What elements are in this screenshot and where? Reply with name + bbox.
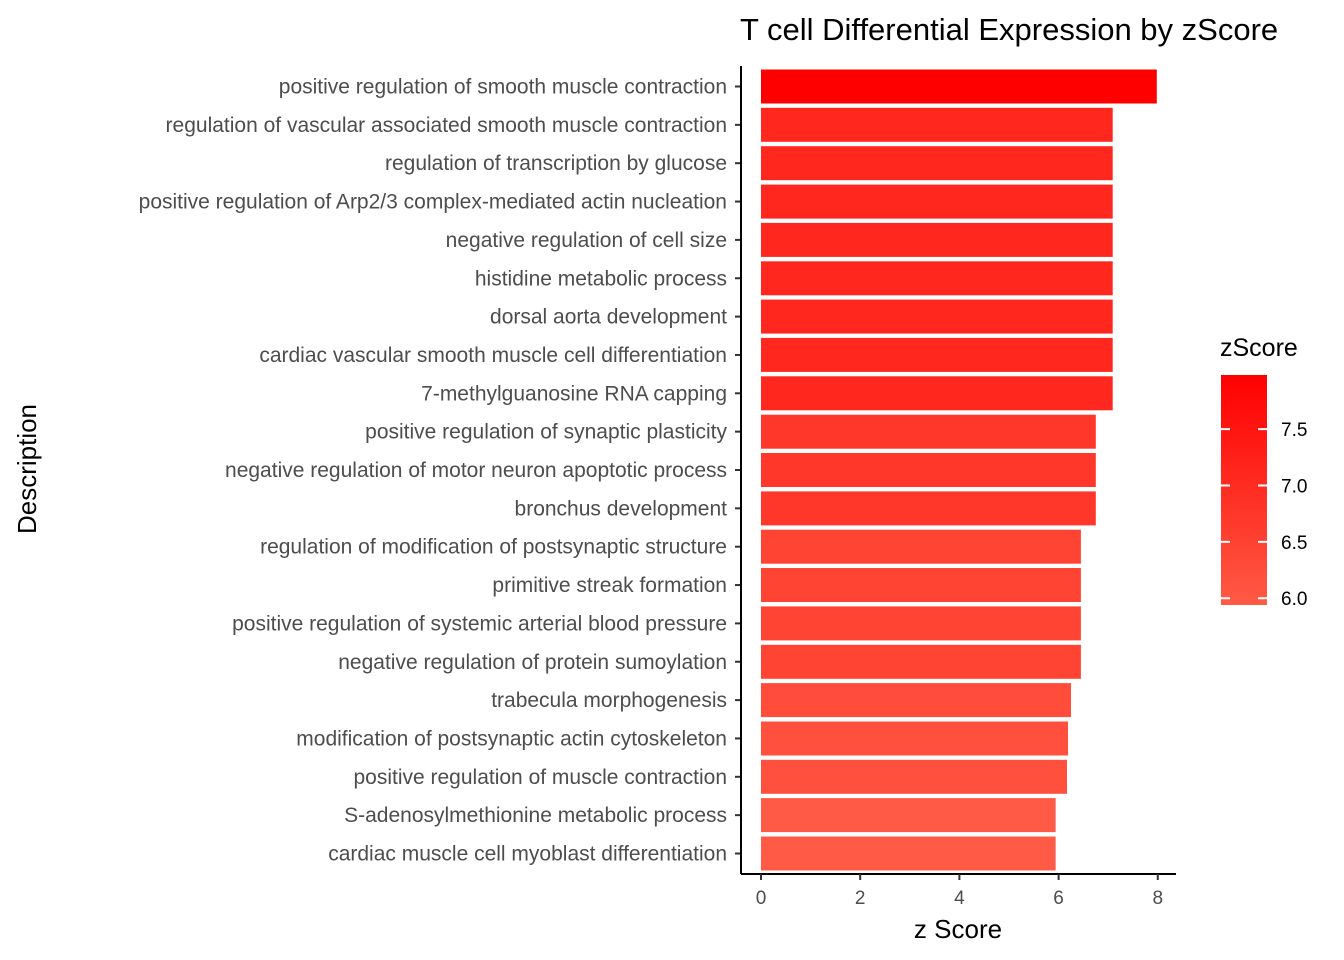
bar <box>761 414 1096 449</box>
category-label: positive regulation of muscle contractio… <box>353 766 727 789</box>
bar <box>761 453 1096 487</box>
y-axis <box>735 66 742 874</box>
category-label: primitive streak formation <box>492 574 727 597</box>
category-label: regulation of vascular associated smooth… <box>166 114 727 137</box>
category-labels: positive regulation of smooth muscle con… <box>139 76 728 866</box>
category-label: negative regulation of protein sumoylati… <box>338 651 727 674</box>
x-axis: 0 2 4 6 8 <box>741 873 1176 909</box>
category-label: 7-methylguanosine RNA capping <box>421 382 727 405</box>
category-label: histidine metabolic process <box>475 267 727 290</box>
category-label: cardiac muscle cell myoblast differentia… <box>328 843 727 866</box>
x-tick-label: 0 <box>756 888 767 909</box>
bar <box>761 491 1096 526</box>
legend-tick-label: 6.0 <box>1281 589 1307 610</box>
bar <box>761 146 1113 181</box>
bars <box>761 69 1157 871</box>
legend-tick-label: 6.5 <box>1281 533 1307 554</box>
y-axis-title: Description <box>12 404 42 534</box>
x-tick-label: 6 <box>1053 888 1064 909</box>
bar <box>761 184 1113 219</box>
bar <box>761 798 1056 833</box>
legend-title: zScore <box>1220 334 1298 362</box>
bar <box>761 337 1113 372</box>
bar <box>761 107 1113 142</box>
bar <box>761 299 1113 334</box>
category-label: cardiac vascular smooth muscle cell diff… <box>259 344 727 367</box>
legend-tick-label: 7.5 <box>1281 420 1307 441</box>
bar <box>761 721 1068 756</box>
category-label: positive regulation of systemic arterial… <box>232 612 727 635</box>
category-label: modification of postsynaptic actin cytos… <box>296 728 727 751</box>
category-label: regulation of transcription by glucose <box>385 152 727 175</box>
x-tick-label: 2 <box>855 888 866 909</box>
legend-colorbar <box>1221 375 1267 605</box>
legend-ticks: 6.0 6.5 7.0 7.5 <box>1221 420 1307 610</box>
category-label: dorsal aorta development <box>490 306 727 329</box>
bar <box>761 529 1081 564</box>
category-label: regulation of modification of postsynapt… <box>260 536 727 559</box>
bar <box>761 568 1081 602</box>
bar <box>761 759 1067 794</box>
bar <box>761 261 1113 296</box>
category-label: trabecula morphogenesis <box>491 689 727 712</box>
bar <box>761 683 1071 718</box>
category-label: S-adenosylmethionine metabolic process <box>344 804 727 827</box>
x-axis-title: z Score <box>914 914 1002 944</box>
category-label: negative regulation of motor neuron apop… <box>225 459 727 482</box>
category-label: positive regulation of Arp2/3 complex-me… <box>139 191 727 214</box>
category-label: negative regulation of cell size <box>446 229 727 252</box>
bar <box>761 644 1081 679</box>
category-label: bronchus development <box>515 497 728 520</box>
category-label: positive regulation of smooth muscle con… <box>279 76 727 99</box>
bar <box>761 376 1113 411</box>
legend-tick-label: 7.0 <box>1281 477 1307 498</box>
bar <box>761 606 1081 641</box>
bar <box>761 222 1113 257</box>
bar <box>761 69 1157 104</box>
legend: zScore 6.0 6.5 7.0 7.5 <box>1220 334 1307 610</box>
x-tick-label: 4 <box>954 888 965 909</box>
bar <box>761 836 1056 871</box>
x-tick-label: 8 <box>1153 888 1164 909</box>
category-label: positive regulation of synaptic plastici… <box>365 421 727 444</box>
chart-title: T cell Differential Expression by zScore <box>740 12 1278 47</box>
